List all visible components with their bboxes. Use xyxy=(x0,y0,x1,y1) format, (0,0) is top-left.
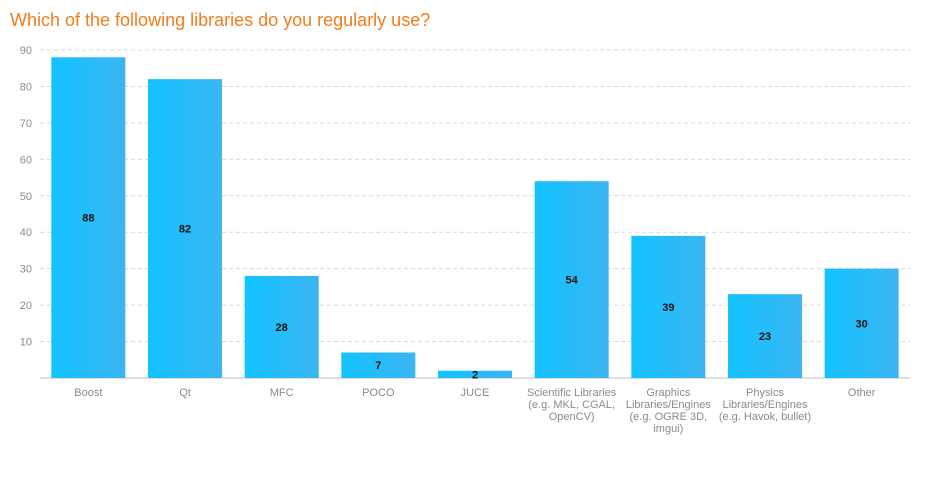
data-label: 82 xyxy=(179,224,191,236)
data-label: 28 xyxy=(276,322,288,334)
y-tick-label: 60 xyxy=(20,154,32,166)
bar[interactable] xyxy=(824,268,899,378)
x-tick-label: Other xyxy=(848,387,876,399)
y-tick-label: 80 xyxy=(20,81,32,93)
data-label: 54 xyxy=(566,275,579,287)
x-tick-label: POCO xyxy=(362,387,395,399)
y-tick-label: 90 xyxy=(20,45,32,57)
y-tick-label: 40 xyxy=(20,227,32,239)
bar[interactable] xyxy=(244,275,319,378)
y-tick-label: 70 xyxy=(20,118,32,130)
y-tick-label: 30 xyxy=(20,264,32,276)
data-label: 88 xyxy=(82,213,94,225)
bar[interactable] xyxy=(438,370,512,378)
y-tick-label: 10 xyxy=(20,337,32,349)
data-label: 39 xyxy=(662,302,674,314)
chart-title: Which of the following libraries do you … xyxy=(10,10,431,30)
x-tick-label: Boost xyxy=(74,387,102,399)
x-tick-label: MFC xyxy=(270,387,294,399)
x-tick-label: Scientific Libraries (e.g. MKL, CGAL, Open… xyxy=(527,387,617,423)
x-tick-label: Physics Libraries/Engines (e.g. Havok, bul… xyxy=(719,387,811,423)
bar[interactable] xyxy=(631,235,706,378)
data-label: 7 xyxy=(375,360,381,372)
data-label: 2 xyxy=(472,369,478,381)
y-tick-label: 50 xyxy=(20,191,32,203)
bar[interactable] xyxy=(728,294,802,378)
bar[interactable] xyxy=(51,57,126,379)
y-tick-label: 20 xyxy=(20,300,32,312)
x-tick-label: Graphics Libraries/Engines (e.g. OGRE 3D, i… xyxy=(626,387,711,435)
bar[interactable] xyxy=(148,79,222,379)
bar[interactable] xyxy=(341,352,416,378)
x-tick-label: Qt xyxy=(179,387,191,399)
x-tick-label: JUCE xyxy=(461,387,490,399)
data-label: 23 xyxy=(759,331,771,343)
data-label: 30 xyxy=(856,318,868,330)
bar[interactable] xyxy=(534,181,609,378)
